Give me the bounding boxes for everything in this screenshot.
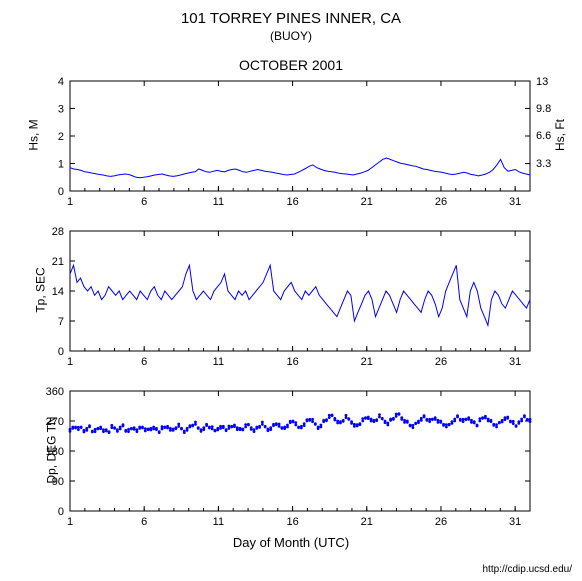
svg-text:6.6: 6.6 xyxy=(536,130,551,142)
svg-text:16: 16 xyxy=(286,196,298,208)
svg-text:1: 1 xyxy=(67,516,73,528)
svg-text:6: 6 xyxy=(141,196,147,208)
x-axis-label: Day of Month (UTC) xyxy=(0,535,582,550)
svg-text:0: 0 xyxy=(58,346,64,358)
svg-text:11: 11 xyxy=(213,356,224,368)
ylabel-left-tp: Tp, SEC xyxy=(34,267,48,312)
svg-text:31: 31 xyxy=(509,356,521,368)
svg-text:28: 28 xyxy=(52,226,64,238)
ylabel-left-dp: Dp, DEG TN xyxy=(45,416,59,483)
svg-text:4: 4 xyxy=(58,76,64,88)
svg-text:11: 11 xyxy=(213,516,224,528)
ylabel-left-hs: Hs, M xyxy=(27,119,41,150)
svg-text:7: 7 xyxy=(58,316,64,328)
svg-text:6: 6 xyxy=(141,516,147,528)
svg-text:31: 31 xyxy=(509,516,521,528)
svg-text:9.8: 9.8 xyxy=(536,103,551,115)
title-subtitle: (BUOY) xyxy=(0,29,582,43)
panel-hs: Hs, MHs, Ft012343.36.69.813161116212631 xyxy=(70,81,532,209)
ylabel-right-hs: Hs, Ft xyxy=(553,119,567,151)
svg-text:21: 21 xyxy=(52,256,64,268)
footer-url: http://cdip.ucsd.edu/ xyxy=(482,564,572,575)
panel-tp: Tp, SEC07142128161116212631 xyxy=(70,231,532,369)
svg-text:11: 11 xyxy=(213,196,224,208)
panel-svg-hs: 012343.36.69.813161116212631 xyxy=(70,81,532,209)
panel-svg-tp: 07142128161116212631 xyxy=(70,231,532,369)
svg-text:26: 26 xyxy=(435,356,447,368)
svg-text:31: 31 xyxy=(509,196,521,208)
panels-area: Hs, MHs, Ft012343.36.69.813161116212631T… xyxy=(0,81,582,529)
svg-text:21: 21 xyxy=(361,516,373,528)
svg-text:1: 1 xyxy=(58,159,64,171)
svg-text:26: 26 xyxy=(435,516,447,528)
svg-text:6: 6 xyxy=(141,356,147,368)
title-main: 101 TORREY PINES INNER, CA xyxy=(0,0,582,27)
svg-text:3: 3 xyxy=(58,104,64,116)
svg-text:2: 2 xyxy=(58,131,64,143)
svg-text:360: 360 xyxy=(46,386,64,398)
svg-text:1: 1 xyxy=(67,196,73,208)
svg-text:13: 13 xyxy=(536,76,548,88)
panel-dp: Dp, DEG TN090180270360161116212631 xyxy=(70,391,532,529)
svg-text:0: 0 xyxy=(58,506,64,518)
svg-text:1: 1 xyxy=(67,356,73,368)
svg-text:26: 26 xyxy=(435,196,447,208)
svg-text:16: 16 xyxy=(286,516,298,528)
panel-svg-dp: 090180270360161116212631 xyxy=(70,391,532,529)
chart-container: 101 TORREY PINES INNER, CA (BUOY) OCTOBE… xyxy=(0,0,582,581)
svg-text:16: 16 xyxy=(286,356,298,368)
svg-text:21: 21 xyxy=(361,196,373,208)
svg-text:14: 14 xyxy=(52,286,64,298)
svg-text:3.3: 3.3 xyxy=(536,158,551,170)
svg-text:21: 21 xyxy=(361,356,373,368)
title-month: OCTOBER 2001 xyxy=(0,57,582,73)
svg-text:0: 0 xyxy=(58,186,64,198)
